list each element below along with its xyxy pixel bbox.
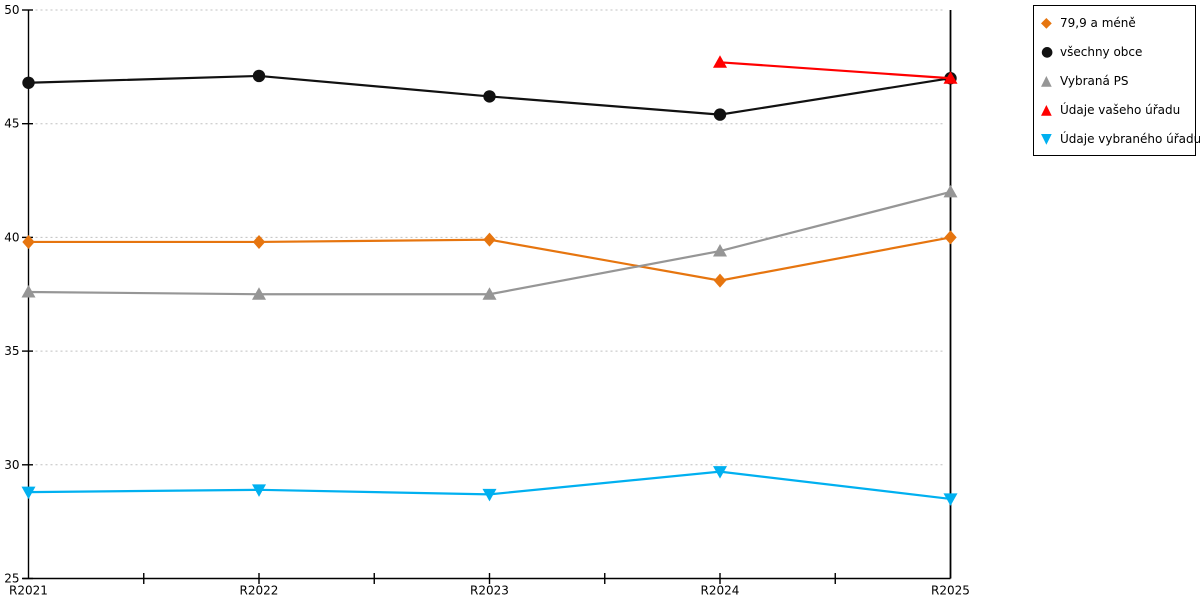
legend: ◆ 79,9 a méně ● všechny obce ▲ Vybraná P… [1033, 5, 1200, 156]
triangle-down-data-marker [482, 488, 497, 502]
series-line [719, 61, 951, 80]
circle-data-marker [483, 90, 496, 103]
triangle-down-data-marker [713, 466, 727, 479]
diamond-marker-icon: ◆ [1041, 14, 1052, 31]
legend-item-vybrana-ps: ▲ Vybraná PS [1034, 67, 1195, 94]
legend-item-vsechny-obce: ● všechny obce [1034, 38, 1195, 65]
y-tick-label: 30 [4, 458, 19, 472]
legend-item-label: Údaje vašeho úřadu [1060, 102, 1181, 117]
legend-item-label: všechny obce [1060, 44, 1143, 59]
circle-marker-icon: ● [1041, 43, 1054, 60]
x-tick-label: R2022 [240, 584, 279, 598]
series-1 [22, 69, 957, 121]
diamond-data-marker [252, 234, 266, 249]
triangle-up-data-marker [713, 244, 727, 257]
legend-item-label: Údaje vybraného úřadu [1060, 131, 1200, 146]
y-tick-label: 40 [4, 230, 19, 244]
y-tick-label: 35 [4, 344, 19, 358]
triangle-up-data-marker [943, 71, 958, 84]
triangle-up-data-marker [482, 287, 497, 300]
legend-item-udaje-vybraneho-uradu: ▼ Údaje vybraného úřadu [1034, 125, 1200, 152]
x-tick-label: R2023 [470, 584, 509, 598]
triangle-up-marker-icon: ▲ [1041, 101, 1052, 118]
x-tick-label: R2025 [931, 584, 970, 598]
y-tick-label: 25 [4, 572, 19, 586]
legend-item-79-9-a-mene: ◆ 79,9 a méně [1034, 9, 1195, 36]
diamond-data-marker [944, 230, 957, 245]
y-tick-label: 50 [4, 3, 19, 17]
y-tick-label: 45 [4, 117, 19, 131]
legend-item-udaje-vaseho-uradu: ▲ Údaje vašeho úřadu [1034, 96, 1195, 123]
diamond-data-marker [713, 273, 727, 288]
x-tick-label: R2021 [9, 584, 48, 598]
triangle-down-data-marker [943, 493, 958, 506]
diamond-data-marker [483, 232, 496, 247]
legend-item-label: 79,9 a méně [1060, 15, 1136, 30]
triangle-up-data-marker [252, 287, 266, 300]
triangle-up-data-marker [21, 284, 36, 298]
x-tick-label: R2024 [701, 584, 740, 598]
triangle-down-data-marker [252, 484, 266, 497]
circle-data-marker [713, 108, 727, 121]
circle-data-marker [22, 76, 35, 89]
triangle-up-data-marker [943, 184, 958, 198]
diamond-data-marker [22, 234, 35, 249]
series-3 [713, 55, 958, 84]
legend-item-label: Vybraná PS [1060, 73, 1129, 88]
series-2 [21, 184, 958, 300]
series-4 [21, 466, 958, 506]
triangle-up-marker-icon: ▲ [1041, 72, 1052, 89]
triangle-up-data-marker [713, 55, 727, 68]
axes: 25 30 35 40 45 50 R2021 R2022 R2023 R2024 R2025 [4, 3, 970, 598]
circle-data-marker [252, 69, 266, 83]
triangle-down-marker-icon: ▼ [1041, 130, 1052, 147]
triangle-down-data-marker [21, 486, 36, 500]
series-0 [22, 230, 957, 288]
